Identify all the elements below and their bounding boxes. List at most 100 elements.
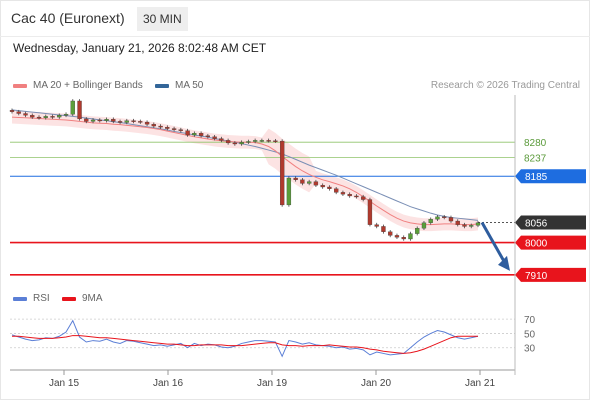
candle-body: [374, 224, 379, 227]
candle: [394, 233, 400, 239]
level-tag-text-8056: 8056: [525, 218, 548, 229]
candle: [408, 231, 413, 241]
rsi-ma9-line: [12, 335, 478, 354]
legend-ma20: MA 20 + Bollinger Bands: [13, 80, 143, 91]
ma9-swatch: [62, 296, 76, 301]
instrument-title: Cac 40 (Euronext): [11, 10, 125, 26]
candle: [198, 131, 204, 138]
legend-ma50: MA 50: [155, 80, 203, 91]
rsi-tick-30: 30: [524, 344, 536, 355]
candle-body: [469, 225, 474, 227]
candle: [428, 217, 433, 225]
candle: [455, 219, 460, 227]
candle: [151, 122, 156, 128]
candle: [84, 117, 89, 124]
candle-body: [462, 224, 467, 227]
candle: [252, 138, 258, 144]
candle-body: [421, 222, 427, 229]
candle-body: [16, 111, 21, 114]
candle-body: [144, 121, 150, 125]
candle: [9, 108, 15, 114]
candle-body: [266, 140, 271, 142]
candle: [361, 194, 366, 202]
candle: [307, 179, 312, 186]
candle-body: [279, 140, 285, 206]
ma50-swatch: [155, 83, 169, 88]
candle-body: [124, 120, 129, 123]
candle: [475, 221, 481, 228]
candle-body: [408, 233, 413, 240]
candle: [63, 112, 69, 118]
candle-body: [252, 140, 258, 142]
candle-body: [158, 125, 163, 128]
candle-body: [57, 115, 62, 118]
candle: [246, 139, 251, 144]
candle: [313, 179, 319, 187]
candle-body: [259, 140, 265, 142]
timeframe-badge[interactable]: 30 MIN: [137, 7, 188, 31]
candle: [165, 125, 170, 131]
rsi-swatch: [13, 296, 27, 301]
candle-body: [320, 185, 325, 188]
candle: [279, 139, 285, 207]
candle-body: [442, 216, 447, 218]
candle-body: [219, 138, 224, 141]
candle: [448, 215, 454, 223]
candle: [401, 235, 406, 241]
candle: [293, 176, 298, 182]
candle-body: [225, 140, 231, 144]
candle-body: [401, 237, 406, 240]
candle: [435, 214, 440, 222]
candle: [57, 113, 62, 119]
rsi-line: [11, 319, 479, 358]
candle-body: [205, 135, 211, 137]
candle-body: [415, 228, 420, 234]
x-tick-label: Jan 19: [257, 378, 287, 389]
candle-body: [9, 110, 15, 112]
candle: [111, 117, 116, 124]
candle-body: [381, 226, 386, 232]
candle: [171, 126, 177, 132]
candle: [232, 141, 238, 146]
candle-body: [361, 196, 366, 200]
candle-body: [138, 121, 143, 123]
level-tag-text-7910: 7910: [525, 271, 548, 282]
rsi-tick-50: 50: [524, 329, 536, 340]
candle-body: [23, 113, 28, 116]
candle-body: [232, 142, 238, 145]
candle-body: [394, 235, 400, 238]
candle-body: [104, 119, 109, 121]
candle-body: [340, 192, 346, 195]
candle-body: [286, 177, 292, 206]
candle-body: [367, 199, 373, 225]
candle: [138, 119, 143, 124]
candle-body: [43, 116, 48, 118]
candle-body: [293, 177, 298, 180]
target-arrow-head: [498, 255, 510, 271]
candle: [158, 124, 163, 129]
candle-body: [63, 114, 69, 116]
level-tag-7910: [515, 267, 586, 282]
candle-body: [475, 222, 481, 226]
candle-body: [455, 220, 460, 225]
candle: [23, 111, 28, 118]
candle-body: [70, 100, 75, 115]
legend-ma9: 9MA: [62, 293, 103, 304]
candle: [462, 222, 467, 229]
candle: [16, 109, 21, 116]
candle: [340, 190, 346, 196]
candle-body: [84, 118, 89, 122]
candle: [259, 138, 265, 143]
candle: [43, 114, 48, 120]
target-arrow-shaft: [480, 221, 508, 266]
candle-body: [77, 100, 82, 120]
level-tag-8056: [515, 215, 586, 230]
candle: [50, 114, 55, 119]
candle-body: [212, 136, 217, 139]
candle: [97, 118, 102, 123]
candle: [347, 192, 352, 198]
candle-body: [428, 219, 433, 223]
candle-body: [36, 116, 42, 119]
candle: [104, 117, 109, 123]
candle-body: [117, 121, 123, 123]
